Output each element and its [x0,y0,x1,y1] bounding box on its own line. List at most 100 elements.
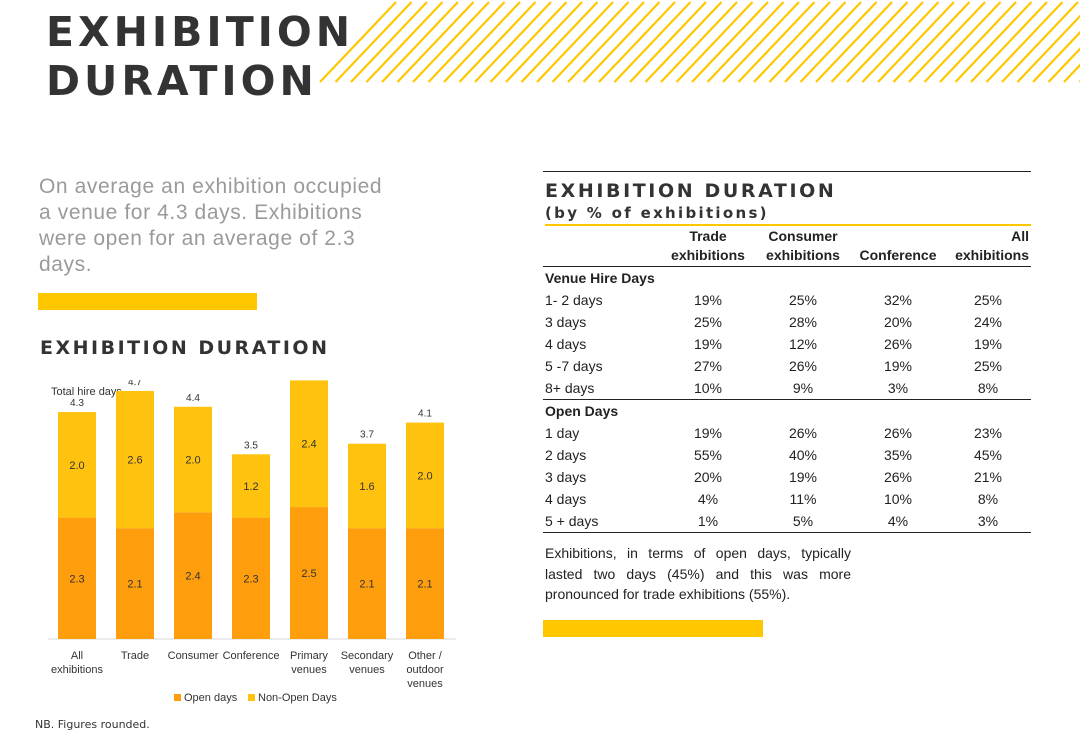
table-header-conference: Conference [851,226,945,267]
bar-open-days [232,517,270,639]
hatch-line [443,1,521,83]
bar-open-days [174,512,212,639]
table-cell: 25% [788,292,818,308]
hatch-line [567,1,645,83]
table-cell: 25% [693,314,723,330]
data-label-total: 4.4 [186,393,200,404]
hatch-line [954,1,1033,83]
bar-open-days [290,507,328,639]
data-label-non-open-days: 2.6 [127,455,142,467]
category-label: venues [349,664,385,676]
y-axis-label: Total hire days [51,386,122,398]
hatch-line [830,1,909,83]
data-label-total: 3.7 [360,430,374,441]
hatch-line [753,1,831,83]
hatch-line [846,1,924,83]
hatch-line [458,1,537,83]
hatch-line [908,1,986,83]
table-row: 3 days 25% 28% 20% 24% [543,311,1031,333]
table-cell: 26% [788,358,818,374]
intro-text: On average an exhibition occupied a venu… [39,175,383,276]
table-cell: 23% [973,425,1003,441]
chart-section-title: EXHIBITION DURATION [40,337,330,359]
hatch-line [691,1,769,83]
data-label-non-open-days: 1.6 [359,481,374,493]
legend-label-open-days: Open days [184,692,238,704]
row-label: 3 days [545,314,587,330]
bar-non-open-days [174,406,212,513]
hatch-line [629,1,707,83]
hatch-line [365,1,444,83]
row-label: 8+ days [543,377,661,400]
table-header-all: All exhibitions [945,226,1031,267]
data-label-total: 3.5 [244,440,258,451]
legend-label-non-open-days: Non-Open Days [258,692,337,704]
data-label-total: 4.3 [70,398,84,409]
table-header-cell [543,226,661,267]
table-cell: 10% [661,377,755,400]
hatch-line [815,1,893,83]
row-label: 1- 2 days [545,292,603,308]
group-label: Venue Hire Days [545,270,655,286]
category-label: Conference [223,650,280,662]
data-label-open-days: 2.4 [185,571,200,583]
hatch-line [536,1,614,83]
hatch-line [970,1,1048,83]
hatch-line [784,1,862,83]
hatch-line [474,1,552,83]
bar-non-open-days [58,412,96,518]
table-cell: 19% [693,425,723,441]
table-header-trade: Trade exhibitions [661,226,755,267]
hatch-line [319,1,397,83]
table-cell: 19% [788,469,818,485]
category-label: Primary [290,650,328,662]
table-row: 1- 2 days 19% 25% 32% 25% [543,289,1031,311]
bar-non-open-days [116,390,154,529]
data-label-non-open-days: 1.2 [243,481,258,493]
table-header-consumer: Consumer exhibitions [755,226,851,267]
hatch-line [505,1,583,83]
table-cell: 55% [693,447,723,463]
duration-table-panel: EXHIBITION DURATION (by % of exhibitions… [543,171,1031,533]
hatch-line [551,1,630,83]
table-cell: 19% [693,292,723,308]
table-cell: 32% [883,292,913,308]
table-header-row: Trade exhibitions Consumer exhibitions Con… [543,226,1031,267]
table-row: 3 days 20% 19% 26% 21% [543,466,1031,488]
hatch-line [768,1,847,83]
table-row: 2 days 55% 40% 35% 45% [543,444,1031,466]
category-label: outdoor [406,664,444,676]
table-row: 8+ days 10% 9% 3% 8% [543,377,1031,400]
duration-table: Trade exhibitions Consumer exhibitions Con… [543,226,1031,533]
table-cell: 9% [755,377,851,400]
table-cell: 25% [973,292,1003,308]
hatch-line [1001,1,1079,83]
hatch-line [412,1,490,83]
table-row: 5 -7 days 27% 26% 19% 25% [543,355,1031,377]
group-label: Open Days [545,403,619,419]
bar-open-days [406,528,444,639]
legend-swatch-non-open-days [248,694,255,701]
data-label-non-open-days: 2.0 [417,470,432,482]
category-label: Secondary [341,650,394,662]
category-label: venues [291,664,327,676]
data-label-total: 4.1 [418,409,432,420]
category-label: Trade [121,650,149,662]
hatch-line [1047,47,1080,83]
page-title-line-1: EXHIBITION [46,8,355,56]
table-subtitle: (by % of exhibitions) [545,204,1031,226]
table-cell: 24% [973,314,1003,330]
diagonal-hatch-decoration [319,1,1080,83]
table-cell: 4% [851,510,945,533]
bar-non-open-days [406,422,444,529]
data-label-open-days: 2.3 [243,573,258,585]
table-cell: 8% [977,491,999,507]
page-title: EXHIBITION DURATION [46,8,354,106]
bar-non-open-days [290,380,328,508]
table-row: 5 + days 1% 5% 4% 3% [543,510,1031,533]
hatch-line [660,1,738,83]
bar-non-open-days [348,443,386,529]
row-label: 4 days [545,336,587,352]
hatch-line [877,1,955,83]
hatch-line [489,1,568,83]
